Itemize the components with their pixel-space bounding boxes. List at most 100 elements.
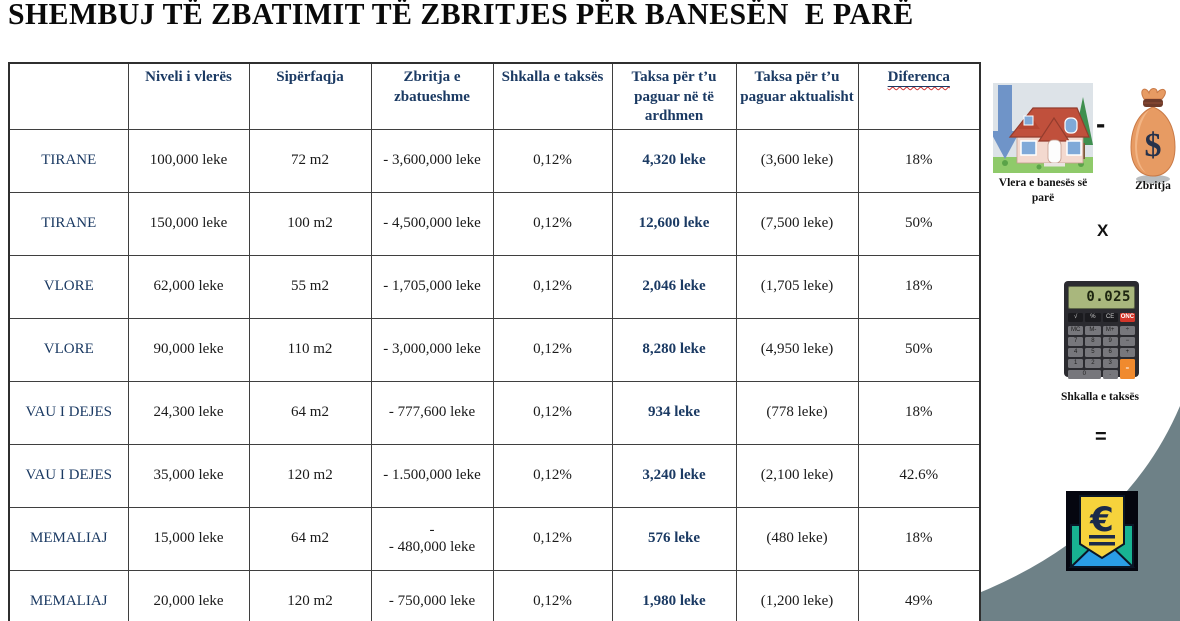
col-header-difference: Diferenca: [857, 62, 981, 130]
calc-equals-key: =: [1119, 359, 1135, 379]
calc-ce-key: CE: [1102, 313, 1118, 322]
table-header-row: Niveli i vlerës Sipërfaqja Zbritja e zba…: [8, 62, 981, 130]
cell-city: TIRANE: [8, 128, 129, 193]
calculator-keypad: MC M- M+ ÷ 7 8 9 − 4 5 6 + 1 2 3 = 0 .: [1068, 326, 1135, 379]
cell-city: VAU I DEJES: [8, 380, 129, 445]
cell-current-tax: (2,100 leke): [735, 443, 859, 508]
cell-difference: 18%: [857, 380, 981, 445]
cell-current-tax: (1,705 leke): [735, 254, 859, 319]
cell-area: 120 m2: [248, 443, 372, 508]
calc-key: .: [1102, 370, 1118, 379]
page-title: SHEMBUJ TË ZBATIMIT TË ZBRITJES PËR BANE…: [8, 0, 914, 31]
cell-tax-rate: 0,12%: [492, 380, 613, 445]
col-header-tax-rate: Shkalla e taksës: [492, 62, 613, 130]
calculator-function-keys: √ % CE ONC: [1068, 313, 1135, 322]
cell-tax-rate: 0,12%: [492, 506, 613, 571]
cell-city: TIRANE: [8, 191, 129, 256]
col-header-city: [8, 62, 129, 130]
calc-sqrt-key: √: [1068, 313, 1084, 322]
calc-key: 5: [1085, 348, 1101, 357]
cell-difference: 50%: [857, 317, 981, 382]
table-row: VAU I DEJES 24,300 leke 64 m2 - 777,600 …: [8, 380, 981, 445]
cell-deduction: - 4,500,000 leke: [370, 191, 494, 256]
cell-city: VLORE: [8, 254, 129, 319]
cell-city: MEMALIAJ: [8, 569, 129, 621]
calc-key: 2: [1085, 359, 1101, 368]
calc-key: MC: [1068, 326, 1084, 335]
col-header-current-tax: Taksa për t’u paguar aktualisht: [735, 62, 859, 130]
calc-key: 6: [1102, 348, 1118, 357]
cell-tax-rate: 0,12%: [492, 254, 613, 319]
table-row: MEMALIAJ 20,000 leke 120 m2 - 750,000 le…: [8, 569, 981, 621]
col-header-value-level: Niveli i vlerës: [127, 62, 250, 130]
cell-area: 55 m2: [248, 254, 372, 319]
cell-area: 72 m2: [248, 128, 372, 193]
cell-deduction: - 777,600 leke: [370, 380, 494, 445]
cell-future-tax: 3,240 leke: [611, 443, 737, 508]
cell-area: 100 m2: [248, 191, 372, 256]
cell-difference: 18%: [857, 128, 981, 193]
table-row: MEMALIAJ 15,000 leke 64 m2 - - 480,000 l…: [8, 506, 981, 571]
cell-deduction: - 1,705,000 leke: [370, 254, 494, 319]
cell-tax-rate: 0,12%: [492, 317, 613, 382]
cell-future-tax: 12,600 leke: [611, 191, 737, 256]
calc-key: M+: [1102, 326, 1118, 335]
cell-deduction: - - 480,000 leke: [370, 506, 494, 571]
calc-key: M-: [1085, 326, 1101, 335]
cell-difference: 49%: [857, 569, 981, 621]
cell-value-level: 24,300 leke: [127, 380, 250, 445]
equals-operator: =: [1095, 426, 1107, 448]
cell-current-tax: (480 leke): [735, 506, 859, 571]
cell-value-level: 90,000 leke: [127, 317, 250, 382]
calc-key: −: [1119, 337, 1135, 346]
cell-future-tax: 576 leke: [611, 506, 737, 571]
money-bag-caption: Zbritja: [1135, 180, 1171, 192]
house-caption: Vlera e banesës së parë: [998, 177, 1088, 204]
calc-onc-key: ONC: [1119, 313, 1135, 322]
calc-key: ÷: [1119, 326, 1135, 335]
calculator-caption: Shkalla e taksës: [1061, 391, 1139, 403]
col-header-area: Sipërfaqja: [248, 62, 372, 130]
cell-value-level: 100,000 leke: [127, 128, 250, 193]
calculator-display: 0.025: [1068, 286, 1135, 309]
cell-area: 64 m2: [248, 506, 372, 571]
cell-tax-rate: 0,12%: [492, 128, 613, 193]
cell-value-level: 62,000 leke: [127, 254, 250, 319]
calculator-icon: 0.025 √ % CE ONC MC M- M+ ÷ 7 8 9 − 4 5 …: [1064, 281, 1139, 379]
cell-future-tax: 4,320 leke: [611, 128, 737, 193]
svg-text:$: $: [1145, 127, 1162, 164]
calc-key: 1: [1068, 359, 1084, 368]
calc-key: 0: [1068, 370, 1101, 379]
cell-tax-rate: 0,12%: [492, 191, 613, 256]
cell-current-tax: (1,200 leke): [735, 569, 859, 621]
cell-value-level: 150,000 leke: [127, 191, 250, 256]
cell-difference: 18%: [857, 254, 981, 319]
calc-percent-key: %: [1085, 313, 1101, 322]
cell-current-tax: (778 leke): [735, 380, 859, 445]
difference-header-label: Diferenca: [887, 69, 950, 85]
cell-future-tax: 8,280 leke: [611, 317, 737, 382]
cell-city: VAU I DEJES: [8, 443, 129, 508]
house-icon: [993, 83, 1093, 173]
cell-value-level: 20,000 leke: [127, 569, 250, 621]
cell-deduction: - 1.500,000 leke: [370, 443, 494, 508]
cell-future-tax: 1,980 leke: [611, 569, 737, 621]
cell-current-tax: (3,600 leke): [735, 128, 859, 193]
cell-future-tax: 2,046 leke: [611, 254, 737, 319]
examples-table: Niveli i vlerës Sipërfaqja Zbritja e zba…: [8, 62, 981, 621]
cell-city: MEMALIAJ: [8, 506, 129, 571]
cell-current-tax: (4,950 leke): [735, 317, 859, 382]
cell-deduction: - 750,000 leke: [370, 569, 494, 621]
cell-deduction: - 3,000,000 leke: [370, 317, 494, 382]
cell-value-level: 35,000 leke: [127, 443, 250, 508]
multiply-operator: X: [1097, 221, 1109, 240]
table-row: VLORE 90,000 leke 110 m2 - 3,000,000 lek…: [8, 317, 981, 382]
cell-tax-rate: 0,12%: [492, 443, 613, 508]
cell-difference: 50%: [857, 191, 981, 256]
cell-tax-rate: 0,12%: [492, 569, 613, 621]
calc-key: 7: [1068, 337, 1084, 346]
cell-area: 110 m2: [248, 317, 372, 382]
cell-area: 120 m2: [248, 569, 372, 621]
cell-future-tax: 934 leke: [611, 380, 737, 445]
col-header-deduction: Zbritja e zbatueshme: [370, 62, 494, 130]
